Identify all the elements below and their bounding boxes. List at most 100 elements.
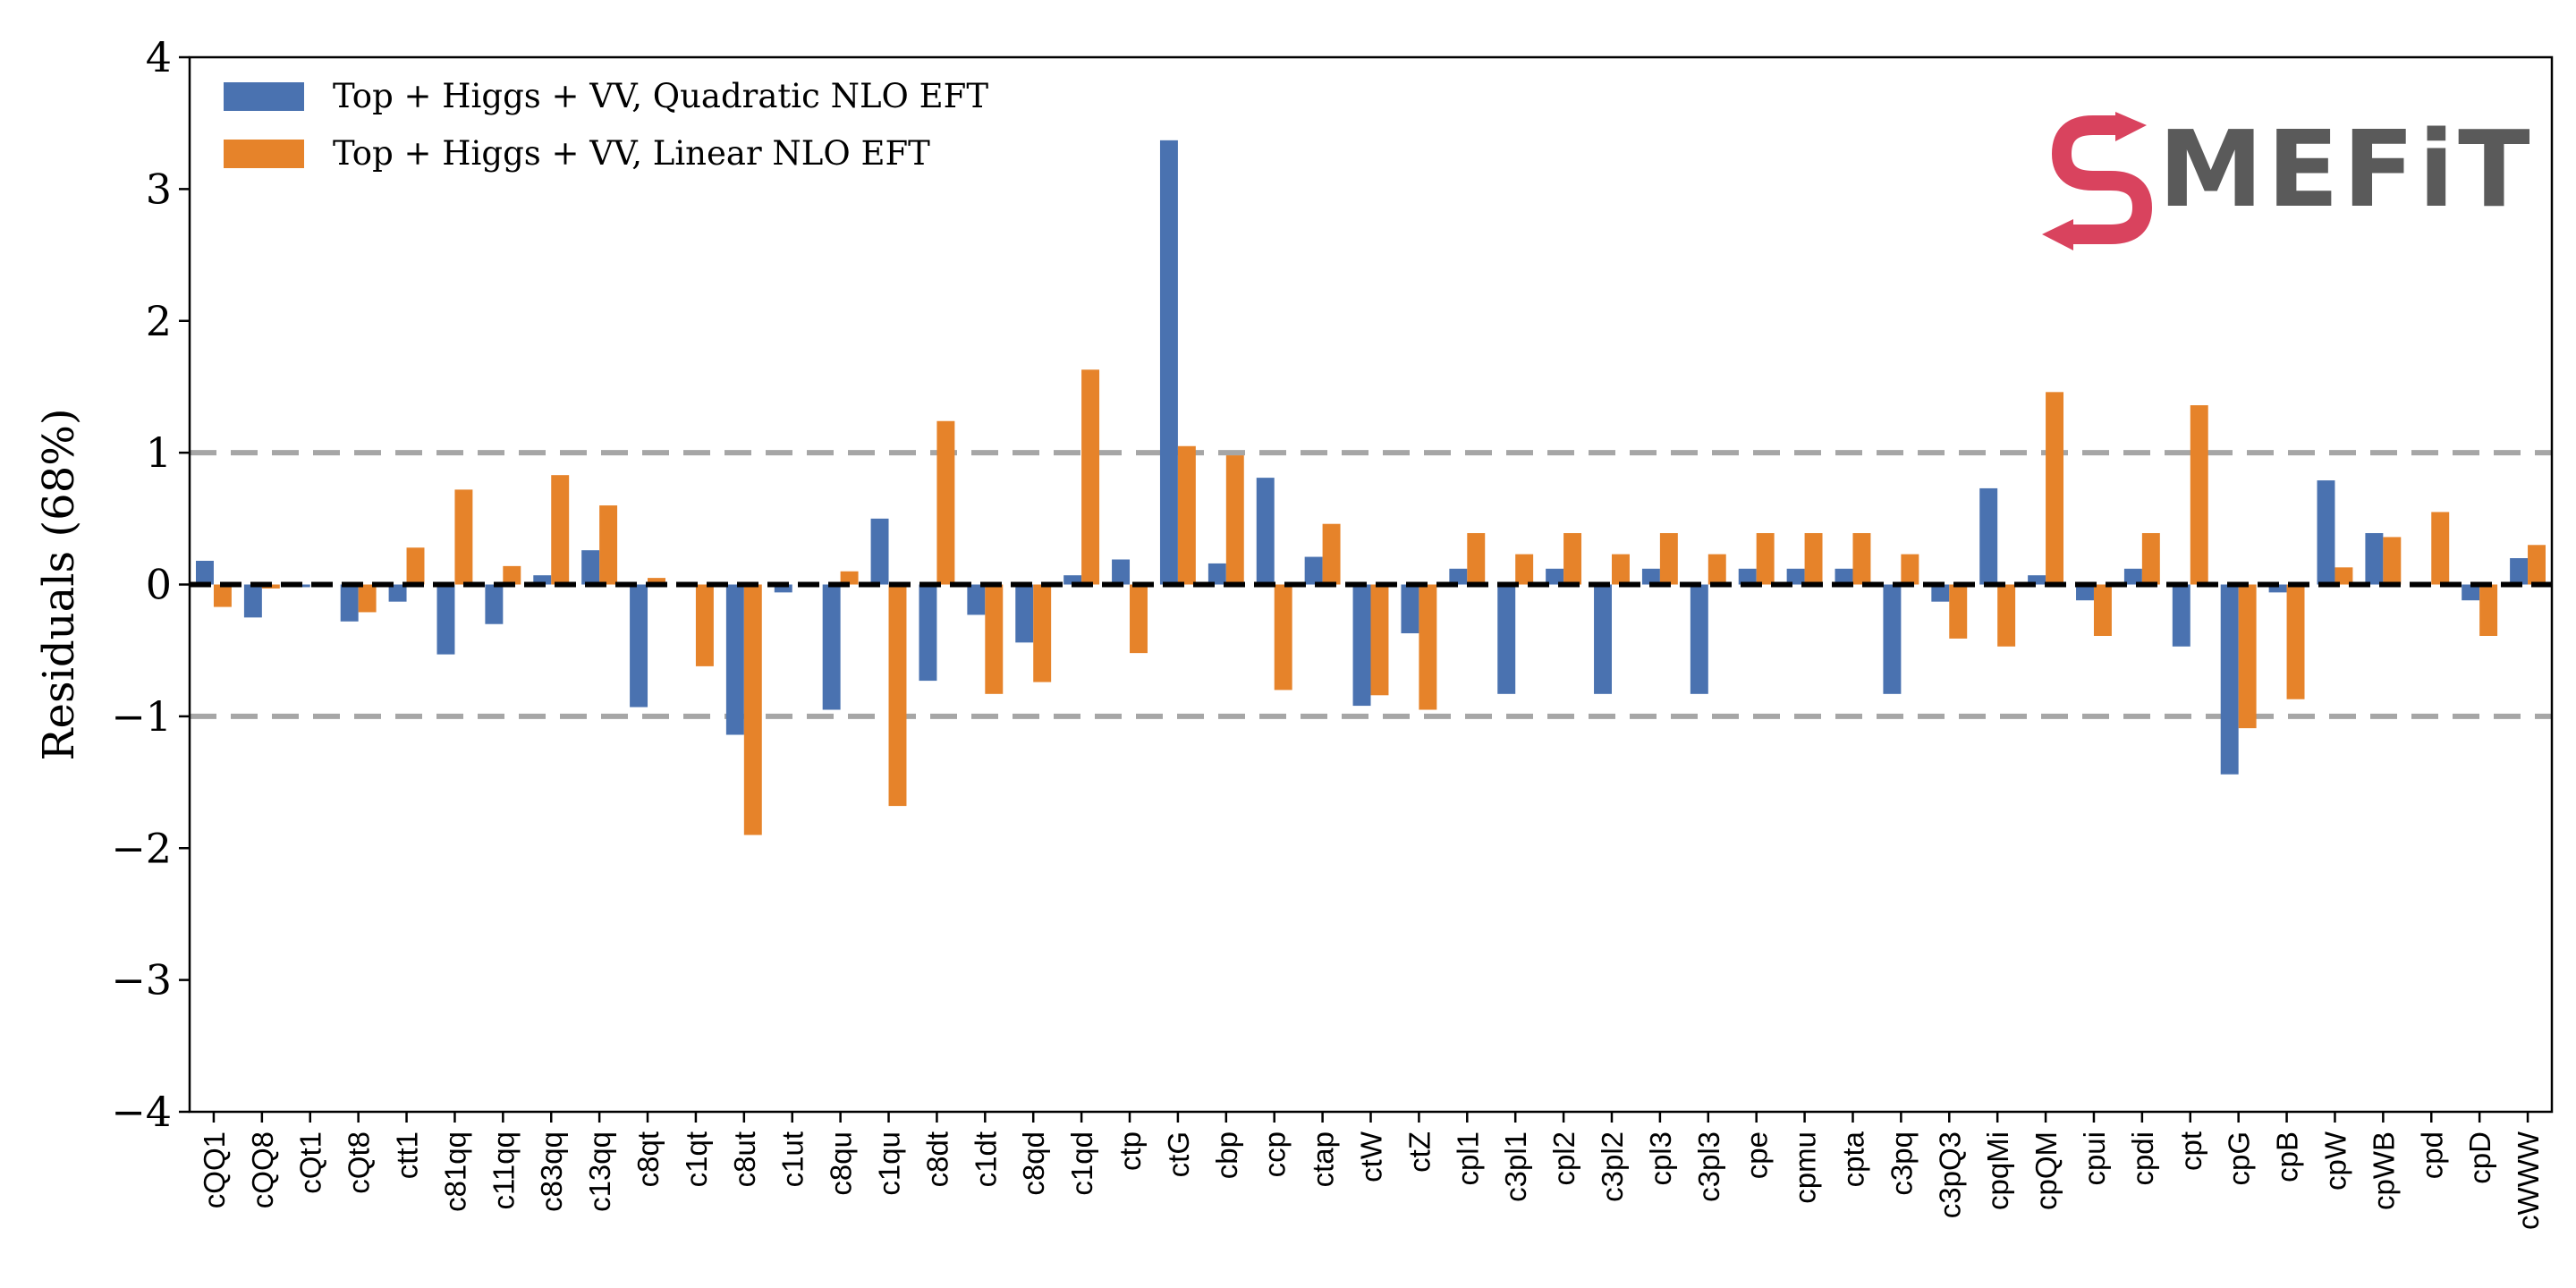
x-tick-label: cpl1 xyxy=(1451,1131,1484,1186)
bar-linear-c8qu xyxy=(840,571,859,585)
logo-arrow-bottom xyxy=(2042,219,2073,250)
bar-quadratic-cpQM xyxy=(2028,575,2046,585)
x-tick-label: c1qu xyxy=(873,1131,906,1196)
bar-linear-c1qu xyxy=(888,584,907,807)
x-tick-label: c81qq xyxy=(438,1131,471,1212)
smefit-logo-mark xyxy=(2042,112,2153,250)
bar-linear-c83qq xyxy=(551,475,570,585)
bar-linear-c3pq xyxy=(1901,554,1919,585)
x-tick-label: c11qq xyxy=(487,1131,520,1209)
bar-quadratic-ccp xyxy=(1256,478,1275,585)
bar-quadratic-c3pq xyxy=(1883,584,1902,694)
y-tick-label: −2 xyxy=(111,824,172,872)
bar-quadratic-cpe xyxy=(1738,568,1757,585)
x-tick-label: c3pl3 xyxy=(1692,1131,1725,1202)
y-axis-ticks: 4 3 2 1 0 −1 −2 −3 −4 xyxy=(111,33,190,1136)
bar-linear-c3pQ3 xyxy=(1949,584,1968,639)
x-tick-label: cpta xyxy=(1836,1131,1869,1187)
bar-quadratic-ctZ xyxy=(1401,584,1419,634)
bar-quadratic-ctG xyxy=(1159,140,1178,585)
bar-quadratic-ctt1 xyxy=(388,584,407,602)
y-tick-label: 1 xyxy=(146,428,172,477)
y-tick-label: 3 xyxy=(146,165,172,213)
bar-quadratic-cbp xyxy=(1208,563,1226,585)
x-tick-label: c8ut xyxy=(728,1131,761,1187)
x-tick-label: c8dt xyxy=(920,1131,953,1187)
x-tick-label: c3pl2 xyxy=(1596,1131,1629,1202)
bar-quadratic-c1qu xyxy=(870,518,889,585)
bar-linear-c13qq xyxy=(599,505,618,585)
bar-linear-c8qt xyxy=(648,578,665,585)
x-tick-label: cQt1 xyxy=(294,1131,327,1194)
x-tick-label: c1qt xyxy=(680,1131,713,1187)
bar-quadratic-cQt8 xyxy=(340,584,359,622)
bar-linear-ctap xyxy=(1322,523,1341,585)
x-tick-label: ccp xyxy=(1258,1131,1292,1177)
logo-arrow-top xyxy=(2115,112,2147,141)
bar-quadratic-c8qt xyxy=(630,584,648,708)
x-tick-label: cQQ1 xyxy=(198,1131,231,1208)
x-tick-label: cpqMi xyxy=(1981,1131,2014,1210)
bar-quadratic-cpt xyxy=(2172,584,2190,647)
bar-quadratic-cpD xyxy=(2462,584,2480,601)
bar-quadratic-c8ut xyxy=(725,584,744,735)
bar-linear-ctW xyxy=(1370,584,1389,696)
bar-linear-cpWB xyxy=(2383,537,2402,585)
legend-label: Top + Higgs + VV, Linear NLO EFT xyxy=(333,134,930,173)
x-tick-label: cpl3 xyxy=(1644,1131,1677,1186)
logo-s-stroke xyxy=(2051,115,2153,244)
x-tick-label: c3pq xyxy=(1885,1131,1918,1196)
bar-linear-cpdi xyxy=(2141,533,2160,585)
x-tick-label: ctZ xyxy=(1402,1131,1436,1173)
bar-linear-cpt xyxy=(2190,405,2208,585)
bar-quadratic-ctW xyxy=(1352,584,1371,707)
bar-linear-cpQM xyxy=(2046,392,2064,585)
y-tick-label: 0 xyxy=(146,561,172,609)
bar-quadratic-cpui xyxy=(2076,584,2094,601)
bar-quadratic-c3pl2 xyxy=(1594,584,1612,694)
x-tick-label: c3pQ3 xyxy=(1933,1131,1966,1218)
bar-quadratic-cpdi xyxy=(2123,568,2142,585)
bar-linear-c3pl1 xyxy=(1515,554,1534,585)
bar-quadratic-cQQ1 xyxy=(196,560,214,585)
bar-linear-ctt1 xyxy=(406,547,425,585)
x-tick-label: cpe xyxy=(1741,1131,1774,1179)
x-tick-label: cpB xyxy=(2271,1131,2304,1182)
x-axis-ticks: cQQ1 cQQ8 cQt1 cQt8 ctt1 c81qq c11qq c83qq c13qq… xyxy=(198,1112,2545,1230)
x-tick-label: c8qu xyxy=(825,1131,858,1196)
bar-linear-c8dt xyxy=(936,420,955,585)
bar-quadratic-cpl3 xyxy=(1641,568,1660,585)
bar-linear-cpd xyxy=(2431,512,2450,585)
x-tick-label: c8qd xyxy=(1017,1131,1050,1196)
bar-quadratic-c81qq xyxy=(436,584,455,655)
bar-linear-ctG xyxy=(1177,445,1196,585)
bar-quadratic-cQQ8 xyxy=(243,584,262,618)
x-tick-label: ctt1 xyxy=(391,1131,424,1179)
bar-quadratic-c8qd xyxy=(1015,584,1034,643)
bar-linear-cpe xyxy=(1756,533,1775,585)
bar-linear-c11qq xyxy=(503,565,521,585)
bar-quadratic-c11qq xyxy=(485,584,504,624)
y-tick-label: 2 xyxy=(146,297,172,345)
bar-linear-c1qd xyxy=(1081,369,1100,585)
bar-quadratic-c83qq xyxy=(533,575,552,585)
x-tick-label: cpmu xyxy=(1789,1131,1822,1204)
x-tick-label: c3pl1 xyxy=(1499,1131,1532,1202)
y-tick-label: 4 xyxy=(146,33,172,81)
smefit-logo: MEFiT xyxy=(2042,107,2534,250)
bar-quadratic-cpWB xyxy=(2365,533,2384,585)
bar-quadratic-c3pQ3 xyxy=(1931,584,1950,602)
bar-quadratic-c1qd xyxy=(1063,575,1082,585)
reference-lines xyxy=(190,450,2552,719)
bar-quadratic-c1ut xyxy=(774,584,792,593)
bars xyxy=(196,140,2546,835)
x-tick-label: ctp xyxy=(1114,1131,1147,1171)
bar-quadratic-c3pl1 xyxy=(1497,584,1516,694)
x-tick-label: cWWW xyxy=(2512,1131,2545,1230)
bar-quadratic-ctap xyxy=(1304,556,1323,585)
bar-quadratic-cpqMi xyxy=(1979,487,1998,585)
bar-linear-c3pl3 xyxy=(1707,554,1726,585)
smefit-logo-text: MEFiT xyxy=(2158,107,2534,231)
bar-linear-cpl1 xyxy=(1467,533,1486,585)
